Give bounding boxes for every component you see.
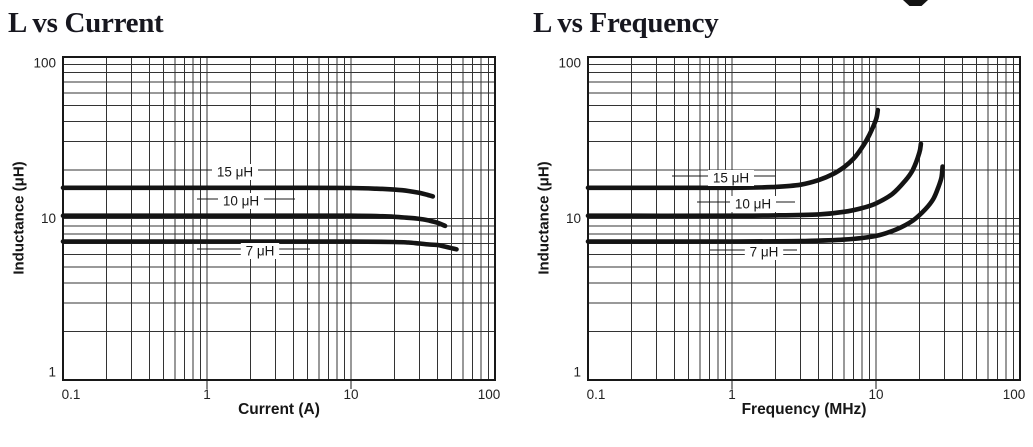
- callout-label-mask: [212, 164, 258, 180]
- y-tick-label: 1: [48, 365, 56, 380]
- x-axis-label: Current (A): [238, 401, 320, 418]
- curve-label: 7 μH: [246, 244, 275, 259]
- x-tick-label: 10: [868, 387, 883, 402]
- curves: [60, 185, 459, 252]
- curve-callout-labels: 15 μH 10 μH 7 μH: [195, 164, 310, 259]
- curve-15μH: [60, 185, 436, 199]
- x-axis-decade-ticks: [731, 380, 877, 389]
- curve-label: 10 μH: [735, 197, 771, 212]
- curves: [585, 107, 945, 244]
- callout-label-mask: [708, 170, 754, 186]
- plot-svg-l-vs-frequency: 0.1 1 10 100 1 10 100 15 μH 10 μH 7 μH: [558, 56, 1026, 403]
- chart-l-vs-frequency: L vs Frequency Inductance (μH) 0.1 1 10 100…: [525, 0, 1033, 447]
- x-tick-label: 0.1: [62, 387, 81, 402]
- callout-label-mask: [240, 243, 280, 259]
- cropped-glyph-fragment: [903, 0, 928, 6]
- curve-7μH: [585, 164, 945, 244]
- y-tick-label: 100: [33, 56, 56, 71]
- plot-border: [62, 56, 496, 381]
- x-tick-label: 100: [1003, 387, 1026, 402]
- x-tick-label: 1: [203, 387, 211, 402]
- y-tick-label: 10: [566, 211, 581, 226]
- x-axis-label: Frequency (MHz): [741, 401, 867, 418]
- x-axis-decade-ticks: [206, 380, 352, 389]
- chart-title: L vs Current: [8, 7, 164, 39]
- curve-label: 7 μH: [750, 245, 779, 260]
- x-tick-label: 10: [343, 387, 358, 402]
- curve-7μH: [60, 239, 459, 252]
- curve-10μH: [585, 141, 924, 219]
- curve-15μH: [585, 107, 881, 191]
- callout-label-mask: [744, 244, 784, 260]
- callout-label-mask: [218, 193, 264, 209]
- x-tick-label: 1: [728, 387, 736, 402]
- x-tick-label: 0.1: [587, 387, 606, 402]
- plot-border: [587, 56, 1021, 381]
- x-tick-label: 100: [478, 387, 501, 402]
- y-tick-label: 100: [558, 56, 581, 71]
- curve-label: 15 μH: [217, 165, 253, 180]
- curve-callout-labels: 15 μH 10 μH 7 μH: [672, 170, 797, 260]
- curve-10μH: [60, 213, 448, 229]
- log-grid: [587, 56, 1021, 381]
- curve-label: 10 μH: [223, 194, 259, 209]
- curve-label: 15 μH: [713, 171, 749, 186]
- chart-title: L vs Frequency: [533, 7, 719, 39]
- y-tick-label: 1: [573, 365, 581, 380]
- callout-label-mask: [730, 196, 776, 212]
- chart-l-vs-current: L vs Current Inductance (μH) 0.1 1 10 100 1 1…: [8, 7, 501, 418]
- y-tick-label: 10: [41, 211, 56, 226]
- plot-svg-l-vs-current: 0.1 1 10 100 1 10 100 15 μH 10 μH 7 μH: [33, 56, 501, 403]
